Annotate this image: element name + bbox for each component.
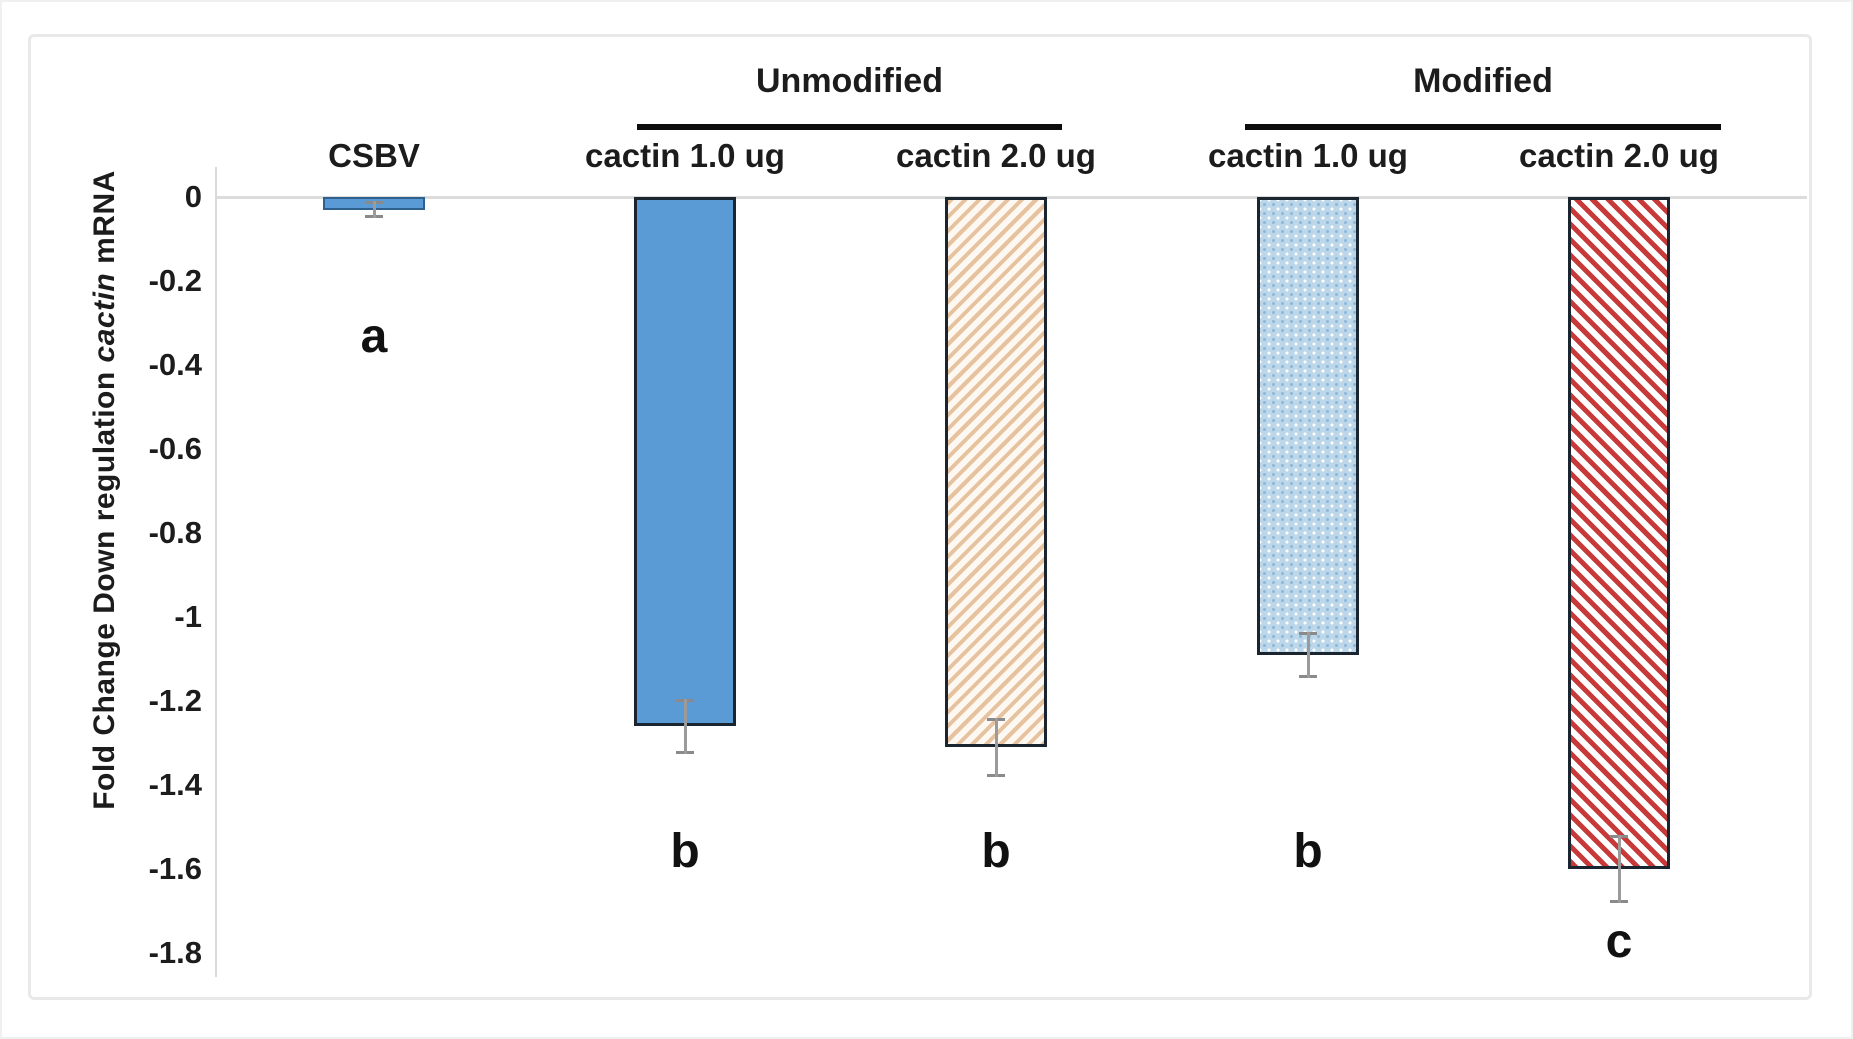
significance-letter: a (360, 310, 388, 363)
group-header-label: Modified (1413, 62, 1553, 100)
error-bar (1610, 835, 1628, 903)
column-label: CSBV (328, 137, 420, 174)
y-tick-label: -1.4 (148, 767, 202, 802)
y-tick-label: -1.2 (148, 683, 202, 718)
group-header-underline (1245, 124, 1721, 130)
y-tick-label: -0.2 (148, 263, 202, 298)
error-bar-line (1617, 835, 1621, 903)
error-bar-line (372, 201, 376, 218)
error-bar (365, 201, 383, 218)
significance-letter: b (670, 825, 700, 878)
y-tick-label: -1.8 (148, 935, 202, 970)
y-tick-label: -0.4 (148, 347, 202, 382)
y-tick-label: -1.6 (148, 851, 202, 886)
y-axis-line (215, 167, 217, 977)
error-bar-line (1306, 632, 1310, 678)
group-header-label: Unmodified (756, 62, 943, 100)
figure-frame (28, 34, 1812, 1000)
significance-letter: b (1293, 825, 1323, 878)
significance-letter: c (1605, 915, 1633, 968)
column-label: cactin 1.0 ug (1208, 137, 1408, 174)
bar-3 (945, 197, 1047, 747)
y-axis-title: Fold Change Down regulation cactin mRNA (83, 115, 127, 865)
y-tick-label: -1 (174, 599, 202, 634)
error-bar (676, 699, 694, 754)
bar-4 (1257, 197, 1359, 655)
error-bar-line (994, 718, 998, 777)
error-bar-line (683, 699, 687, 754)
column-label: cactin 2.0 ug (896, 137, 1096, 174)
bar-2 (634, 197, 736, 726)
column-label: cactin 2.0 ug (1519, 137, 1719, 174)
error-bar (987, 718, 1005, 777)
y-tick-label: -0.8 (148, 515, 202, 550)
y-tick-label: -0.6 (148, 431, 202, 466)
error-bar (1299, 632, 1317, 678)
group-header-underline (637, 124, 1062, 130)
y-tick-label: 0 (184, 179, 202, 214)
significance-letter: b (981, 825, 1011, 878)
column-label: cactin 1.0 ug (585, 137, 785, 174)
bar-5 (1568, 197, 1670, 869)
